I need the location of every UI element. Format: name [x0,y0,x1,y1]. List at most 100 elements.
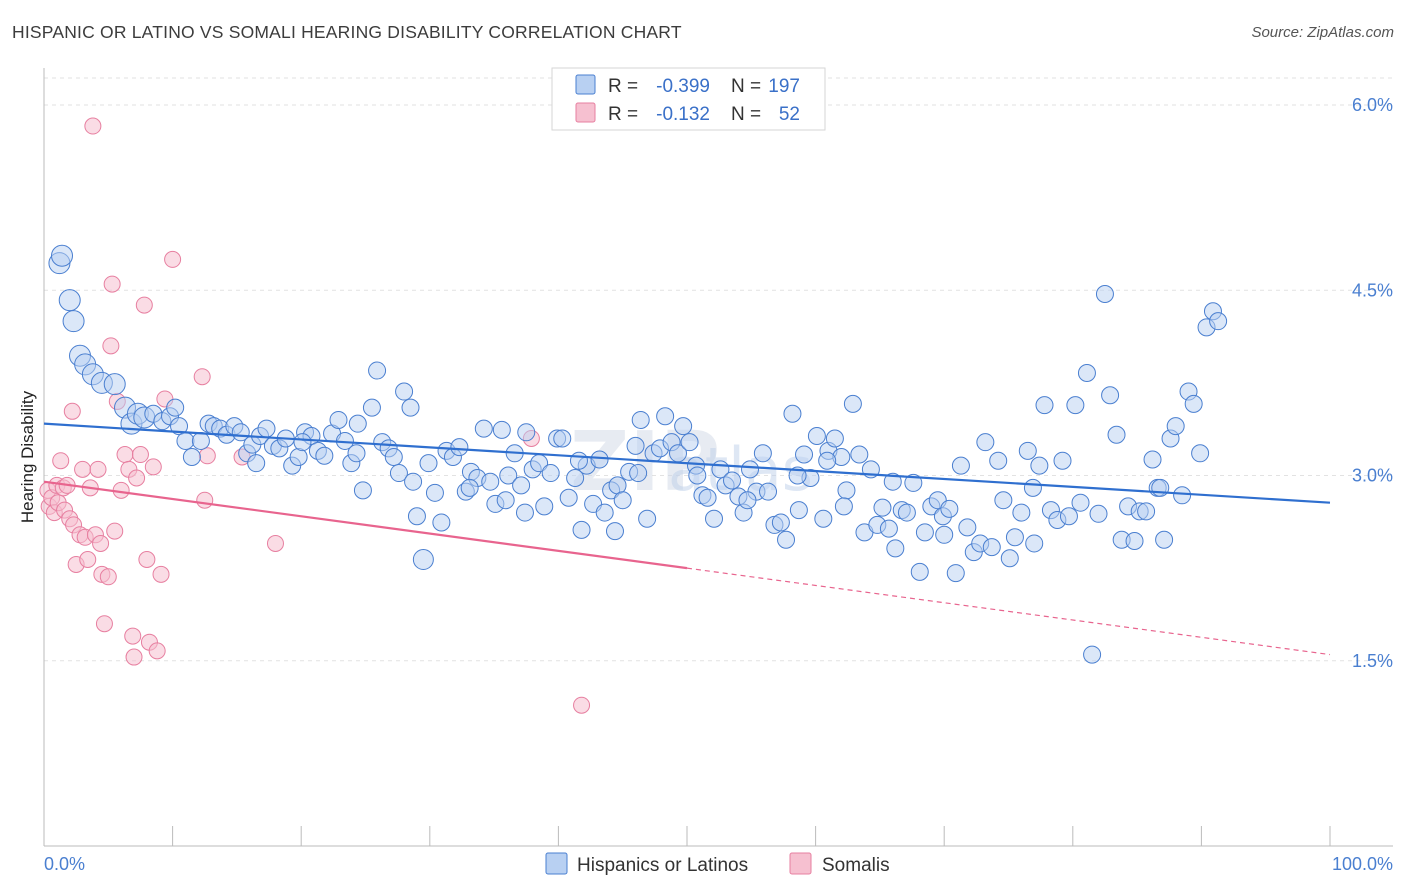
hispanic-point [347,444,366,463]
hispanic-point [1023,478,1042,497]
hispanic-point [1035,396,1054,415]
hispanic-point [883,472,902,491]
hispanic-point [384,448,403,466]
hispanic-point [698,488,717,507]
somali-point [103,275,121,293]
hispanic-point [512,476,531,495]
legend-n-label-somali: N = [731,104,761,125]
somali-point [152,565,170,583]
hispanic-point [814,509,833,528]
somali-point [131,446,149,464]
somali-point [196,491,214,509]
legend-n-somali: 52 [779,104,800,125]
hispanic-point [419,454,438,473]
y-tick-label: 1.5% [1352,651,1393,671]
hispanic-point [166,398,185,417]
hispanic-point [789,501,808,520]
y-tick-label: 3.0% [1352,466,1393,486]
hispanic-point [58,289,81,312]
hispanic-point [401,398,420,417]
hispanic-point [1000,549,1019,568]
somali-point [84,117,102,135]
chart-title: HISPANIC OR LATINO VS SOMALI HEARING DIS… [12,22,682,42]
legend-r-label-somali: R = [608,104,638,125]
hispanic-point [412,548,434,570]
hispanic-point [51,244,74,267]
hispanic-point [915,523,934,542]
hispanic-point [1191,444,1210,463]
legend-n-hispanic: 197 [768,76,800,97]
hispanic-point [535,497,554,516]
somali-point [148,642,166,660]
somali-point [92,534,110,552]
hispanic-point [247,454,266,473]
series-legend: Hispanics or Latinos Somalis [545,852,890,876]
hispanic-point [910,562,929,581]
hispanic-point [834,497,853,516]
hispanic-point [759,482,778,501]
hispanic-point [1005,528,1024,547]
hispanic-point [595,503,614,522]
hispanic-point [569,451,588,470]
hispanic-point [425,483,444,502]
somali-point [116,446,134,464]
hispanic-point [315,446,334,465]
hispanic-point [771,513,790,532]
hispanic-point [1018,441,1037,460]
hispanic-point [103,373,126,396]
somali-point [79,550,97,568]
hispanic-point [935,525,954,544]
hispanic-point [389,464,408,483]
y-tick-label: 6.0% [1352,95,1393,115]
y-axis-title: Hearing Disability [18,390,37,523]
legend-swatch-somali [575,102,596,123]
somali-trend-extension [686,567,1331,656]
hispanic-point [62,310,85,333]
hispanic-point [843,394,862,413]
trend-lines [43,422,1331,656]
hispanic-point [777,530,796,549]
hispanic-point [605,522,624,541]
hispanic-point [1089,504,1108,523]
somali-point [74,460,92,478]
hispanic-point [783,404,802,423]
somali-point [124,627,142,645]
hispanic-point [1107,425,1126,444]
x-tick-label-max: 100.0% [1332,854,1393,874]
somali-point [95,615,113,633]
hispanic-point [638,509,657,528]
somali-point [63,402,81,420]
hispanic-point [1030,456,1049,475]
hispanic-point [688,466,707,485]
hispanic-point [1095,284,1114,303]
hispanic-point [1059,507,1078,526]
legend-r-hispanic: -0.399 [656,76,710,97]
hispanic-point [946,564,965,583]
hispanic-point [559,488,578,507]
hispanic-point [958,518,977,537]
somali-point [106,522,124,540]
somali-point [89,460,107,478]
hispanic-point [368,361,387,380]
hispanic-point [807,427,826,446]
legend-n-label-hispanic: N = [731,76,761,97]
bottom-legend-swatch-somali [789,852,812,875]
hispanic-trend-line [43,422,1331,504]
hispanic-point [1053,451,1072,470]
hispanic-point [257,419,276,438]
hispanic-point [191,431,210,450]
hispanic-point [432,513,451,532]
hispanic-point [182,448,201,466]
hispanic-point [492,420,511,439]
hispanic-point [404,472,423,491]
legend-r-label-hispanic: R = [608,76,638,97]
somali-point [266,534,284,552]
hispanic-point [753,444,772,463]
somali-point [198,447,216,465]
hispanic-point [818,451,837,470]
hispanic-point [626,436,645,455]
hispanic-point [348,414,367,433]
hispanic-point [994,491,1013,510]
hispanic-point [1184,394,1203,413]
